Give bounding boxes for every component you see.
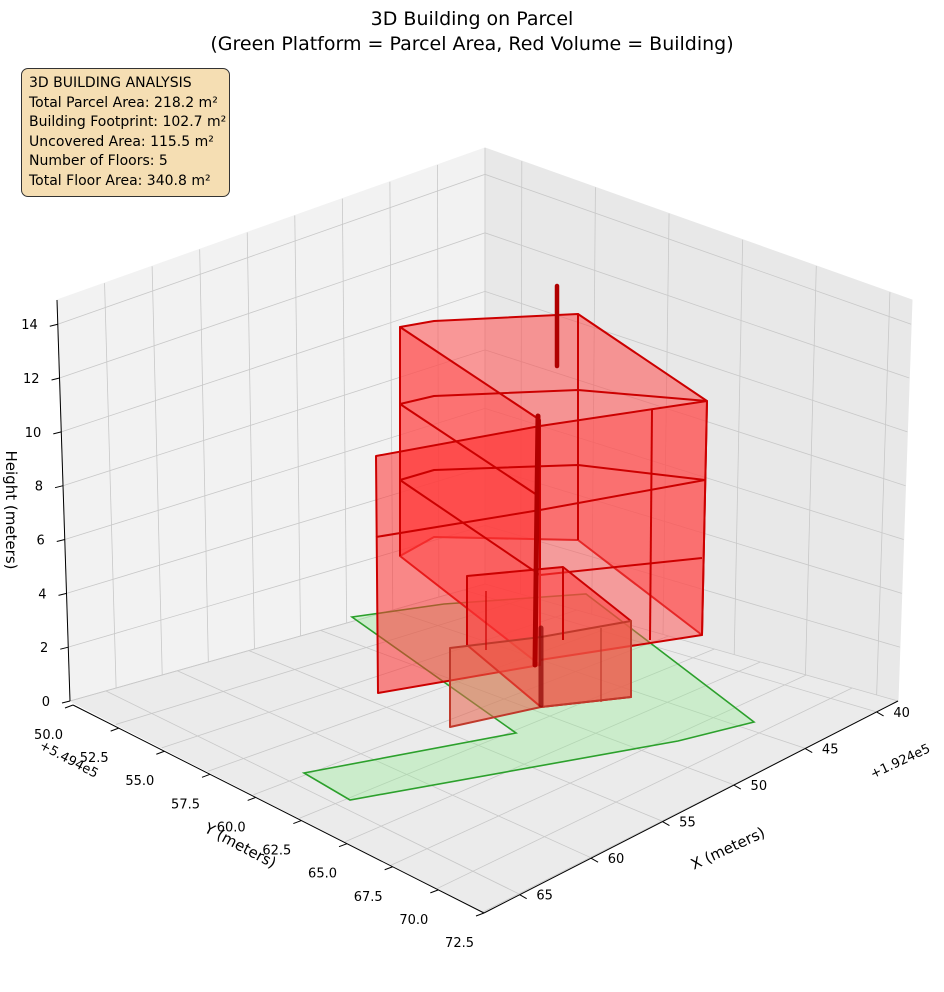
- y-tick-mark: [475, 912, 485, 917]
- y-tick-mark: [384, 866, 393, 871]
- floor-line: [399, 464, 706, 481]
- info-uncovered: Uncovered Area: 115.5 m²: [29, 133, 214, 150]
- x-offset-label: +1.924e5: [868, 741, 933, 782]
- y-tick-label: 65.0: [308, 867, 337, 882]
- x-tick-mark: [733, 784, 742, 790]
- y-tick-label: 67.5: [354, 890, 383, 905]
- grid-line: [345, 661, 761, 843]
- x-tick-label: 40: [893, 706, 910, 721]
- x-tick-mark: [590, 857, 599, 863]
- y-tick-mark: [64, 704, 74, 709]
- y-tick-mark: [338, 843, 348, 848]
- x-tick-mark: [662, 821, 670, 827]
- y-tick-mark: [293, 820, 302, 825]
- y-tick-label: 70.0: [399, 913, 428, 928]
- info-footprint: Building Footprint: 102.7 m²: [29, 114, 227, 130]
- x-tick-label: 65: [536, 889, 553, 904]
- y-tick-label: 60.0: [217, 820, 246, 835]
- x-tick-mark: [876, 711, 884, 717]
- x-tick-label: 45: [822, 743, 839, 758]
- info-box: 3D BUILDING ANALYSIS Total Parcel Area: …: [21, 68, 230, 197]
- grid-line: [341, 198, 348, 624]
- y-tick-mark: [247, 796, 256, 801]
- floor-line: [399, 403, 541, 498]
- column: [532, 413, 541, 668]
- grid-line: [299, 648, 715, 819]
- chart-title: 3D Building on Parcel: [371, 8, 574, 30]
- z-tick-mark: [51, 377, 60, 381]
- grid-line: [199, 249, 209, 663]
- chart-subtitle: (Green Platform = Parcel Area, Red Volum…: [210, 33, 733, 55]
- z-tick-label: 4: [38, 587, 46, 602]
- grid-line: [246, 232, 255, 650]
- y-axis-ticks: 50.0 52.5 55.0 57.5 60.0 62.5 65.0 67.5 70.0 72.5: [34, 704, 485, 951]
- edge-line: [649, 409, 653, 641]
- grid-line: [733, 239, 744, 655]
- grid-line: [105, 690, 519, 895]
- x-tick-label: 55: [679, 816, 696, 831]
- y-tick-label: 62.5: [262, 844, 291, 859]
- z-tick-mark: [54, 485, 64, 489]
- y-tick-mark: [201, 773, 211, 778]
- z-tick-label: 6: [36, 534, 44, 549]
- building-columns: [532, 283, 560, 708]
- x-axis-line: [483, 700, 899, 914]
- info-floor-area: Total Floor Area: 340.8 m²: [29, 172, 211, 189]
- z-tick-mark: [53, 431, 62, 435]
- z-axis-ticks: 0 2 4 6 8 10 12 14: [21, 318, 71, 710]
- x-axis-ticks: 40 45 50 55 60 65: [519, 706, 910, 904]
- info-parcel-area: Total Parcel Area: 218.2 m²: [29, 94, 218, 111]
- grid-line: [391, 674, 807, 866]
- y-tick-label: 72.5: [445, 936, 474, 951]
- z-tick-mark: [60, 646, 69, 650]
- floor-line: [375, 479, 706, 538]
- y-tick-mark: [110, 727, 119, 732]
- z-tick-label: 8: [35, 480, 43, 495]
- floor-line: [399, 479, 541, 576]
- y-tick-label: 52.5: [80, 751, 109, 766]
- grid-line: [436, 687, 853, 889]
- z-tick-mark: [61, 700, 71, 704]
- z-tick-mark: [58, 592, 67, 596]
- floor-line: [399, 389, 708, 405]
- axis-lines: [56, 299, 899, 914]
- info-floors: Number of Floors: 5: [29, 153, 168, 169]
- grid-line: [294, 215, 301, 637]
- x-tick-mark: [519, 894, 527, 900]
- y-axis-line: [72, 704, 485, 914]
- z-tick-label: 12: [23, 372, 40, 387]
- x-axis-label: X (meters): [688, 823, 768, 873]
- z-tick-mark: [56, 539, 65, 543]
- y-tick-label: 55.0: [125, 774, 154, 789]
- x-tick-label: 60: [608, 852, 625, 867]
- y-tick-label: 57.5: [171, 797, 200, 812]
- x-tick-label: 50: [751, 779, 768, 794]
- grid-line: [805, 265, 817, 675]
- grid-line: [876, 292, 891, 695]
- z-axis-label: Height (meters): [2, 451, 20, 570]
- z-tick-mark: [49, 323, 58, 327]
- z-tick-label: 0: [42, 695, 50, 710]
- y-tick-mark: [156, 750, 165, 755]
- grid-line: [104, 283, 117, 689]
- y-tick-label: 50.0: [34, 728, 63, 743]
- grid-line: [248, 650, 663, 822]
- z-axis-line: [56, 299, 71, 702]
- building-volume: [375, 313, 708, 728]
- z-tick-label: 2: [40, 641, 48, 656]
- x-tick-mark: [804, 748, 813, 753]
- info-heading: 3D BUILDING ANALYSIS: [29, 75, 192, 91]
- grid-line: [151, 266, 163, 676]
- z-tick-label: 10: [25, 426, 42, 441]
- grid-line: [177, 670, 591, 858]
- z-tick-label: 14: [21, 318, 38, 333]
- y-tick-mark: [430, 889, 439, 894]
